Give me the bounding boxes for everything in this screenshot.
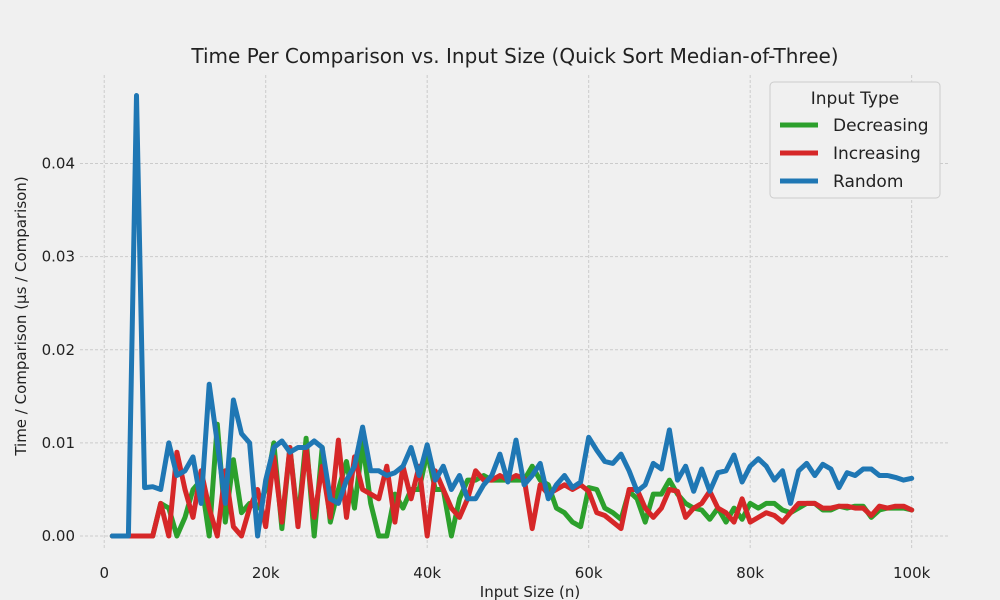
- y-axis-label: Time / Comparison (μs / Comparison): [12, 176, 30, 456]
- x-tick-label: 60k: [575, 564, 603, 582]
- x-tick-label: 100k: [893, 564, 931, 582]
- x-tick-label: 0: [99, 564, 109, 582]
- y-tick-label: 0.03: [42, 248, 75, 266]
- y-tick-label: 0.01: [42, 434, 75, 452]
- legend-box: [769, 81, 941, 199]
- series-line-increasing: [109, 437, 915, 539]
- chart-title: Time Per Comparison vs. Input Size (Quic…: [190, 44, 838, 68]
- series-line-random: [109, 93, 915, 539]
- y-tick-label: 0.02: [42, 341, 75, 359]
- legend-label-random: Random: [833, 172, 903, 192]
- y-tick-label: 0.04: [42, 154, 75, 172]
- legend-title: Input Type: [811, 89, 899, 109]
- legend-label-increasing: Increasing: [833, 144, 921, 164]
- y-tick-label: 0.00: [42, 527, 75, 545]
- tick-labels: 0 20k 40k 60k 80k 100k 0.00 0.01 0.02 0.03 0.04: [42, 154, 931, 582]
- x-tick-label: 40k: [413, 564, 441, 582]
- legend-label-decreasing: Decreasing: [833, 116, 929, 136]
- series-lines: [109, 93, 915, 539]
- x-axis-label: Input Size (n): [480, 583, 580, 600]
- legend: Input Type Decreasing Increasing Random: [769, 81, 941, 199]
- x-tick-label: 20k: [252, 564, 280, 582]
- x-tick-label: 80k: [736, 564, 764, 582]
